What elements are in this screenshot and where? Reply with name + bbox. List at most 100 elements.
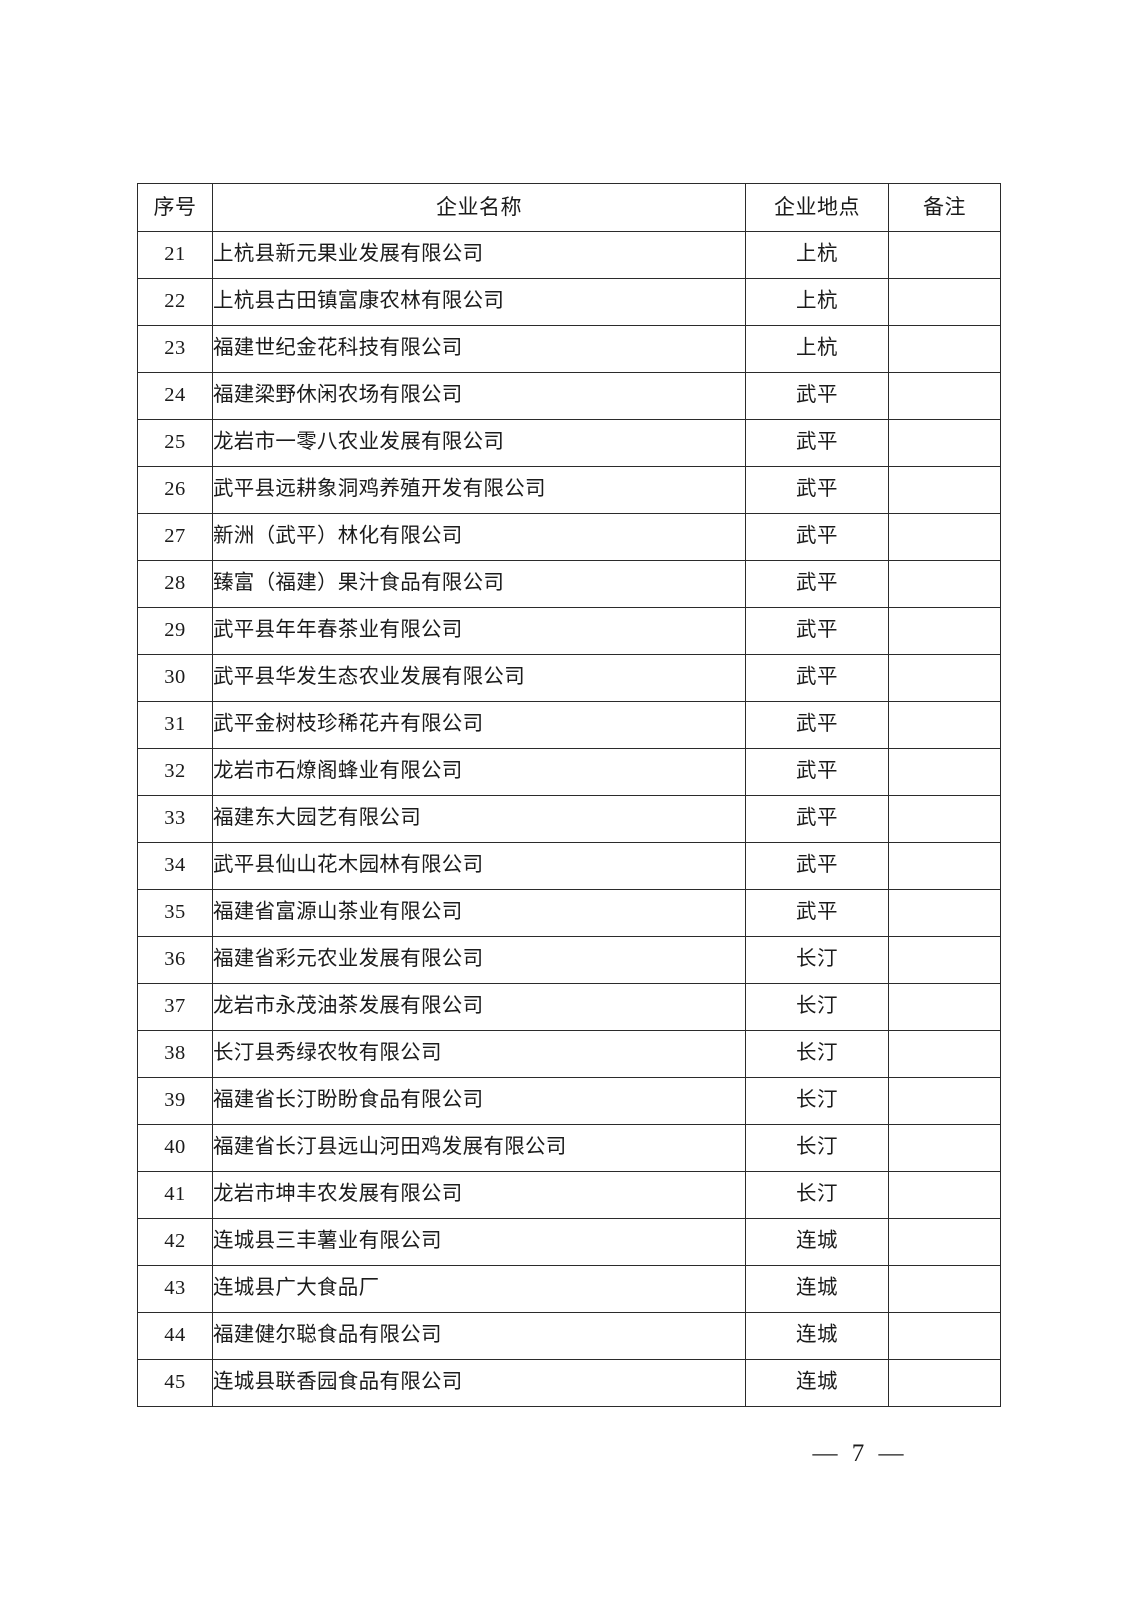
cell-company-location: 武平 (745, 889, 889, 937)
table-row: 27 新洲（武平）林化有限公司 武平 (137, 513, 1001, 561)
table-row: 21 上杭县新元果业发展有限公司 上杭 (137, 231, 1001, 279)
cell-company-location: 武平 (745, 372, 889, 420)
cell-remark (888, 607, 1001, 655)
cell-company-name: 福建东大园艺有限公司 (212, 795, 746, 843)
cell-remark (888, 1265, 1001, 1313)
cell-company-location: 上杭 (745, 231, 889, 279)
cell-remark (888, 1030, 1001, 1078)
cell-company-location: 武平 (745, 842, 889, 890)
cell-index: 43 (137, 1265, 213, 1313)
cell-index: 38 (137, 1030, 213, 1078)
company-list-table-container: 序号 企业名称 企业地点 备注 21 上杭县新元果业发展有限公司 上杭 22 上杭县古田… (137, 183, 1001, 1407)
cell-index: 41 (137, 1171, 213, 1219)
table-header: 序号 企业名称 企业地点 备注 (137, 183, 1001, 232)
cell-company-name: 福建世纪金花科技有限公司 (212, 325, 746, 373)
cell-company-name: 武平金树枝珍稀花卉有限公司 (212, 701, 746, 749)
cell-company-location: 武平 (745, 607, 889, 655)
cell-remark (888, 1218, 1001, 1266)
cell-company-name: 龙岩市坤丰农发展有限公司 (212, 1171, 746, 1219)
cell-company-location: 长汀 (745, 983, 889, 1031)
cell-company-name: 龙岩市石燎阁蜂业有限公司 (212, 748, 746, 796)
table-row: 29 武平县年年春茶业有限公司 武平 (137, 607, 1001, 655)
cell-company-location: 上杭 (745, 278, 889, 326)
cell-index: 40 (137, 1124, 213, 1172)
cell-index: 37 (137, 983, 213, 1031)
cell-company-location: 上杭 (745, 325, 889, 373)
table-row: 30 武平县华发生态农业发展有限公司 武平 (137, 654, 1001, 702)
table-row: 43 连城县广大食品厂 连城 (137, 1265, 1001, 1313)
cell-index: 39 (137, 1077, 213, 1125)
cell-company-name: 连城县三丰薯业有限公司 (212, 1218, 746, 1266)
cell-index: 42 (137, 1218, 213, 1266)
cell-remark (888, 654, 1001, 702)
cell-company-location: 长汀 (745, 936, 889, 984)
cell-remark (888, 795, 1001, 843)
cell-remark (888, 1171, 1001, 1219)
cell-remark (888, 466, 1001, 514)
cell-remark (888, 1359, 1001, 1407)
cell-company-name: 连城县广大食品厂 (212, 1265, 746, 1313)
cell-remark (888, 1077, 1001, 1125)
table-row: 38 长汀县秀绿农牧有限公司 长汀 (137, 1030, 1001, 1078)
table-row: 40 福建省长汀县远山河田鸡发展有限公司 长汀 (137, 1124, 1001, 1172)
table-row: 41 龙岩市坤丰农发展有限公司 长汀 (137, 1171, 1001, 1219)
cell-remark (888, 372, 1001, 420)
cell-index: 21 (137, 231, 213, 279)
cell-company-name: 武平县华发生态农业发展有限公司 (212, 654, 746, 702)
cell-index: 28 (137, 560, 213, 608)
cell-remark (888, 1124, 1001, 1172)
cell-remark (888, 231, 1001, 279)
cell-remark (888, 748, 1001, 796)
table-row: 32 龙岩市石燎阁蜂业有限公司 武平 (137, 748, 1001, 796)
cell-index: 22 (137, 278, 213, 326)
cell-index: 32 (137, 748, 213, 796)
table-row: 24 福建梁野休闲农场有限公司 武平 (137, 372, 1001, 420)
cell-company-location: 武平 (745, 466, 889, 514)
cell-company-name: 武平县仙山花木园林有限公司 (212, 842, 746, 890)
table-row: 44 福建健尔聪食品有限公司 连城 (137, 1312, 1001, 1360)
cell-company-name: 武平县年年春茶业有限公司 (212, 607, 746, 655)
column-header-remark: 备注 (888, 183, 1001, 232)
cell-index: 25 (137, 419, 213, 467)
cell-company-location: 连城 (745, 1359, 889, 1407)
cell-company-location: 武平 (745, 513, 889, 561)
table-row: 36 福建省彩元农业发展有限公司 长汀 (137, 936, 1001, 984)
cell-company-location: 武平 (745, 560, 889, 608)
cell-company-name: 福建健尔聪食品有限公司 (212, 1312, 746, 1360)
cell-index: 36 (137, 936, 213, 984)
cell-company-location: 长汀 (745, 1077, 889, 1125)
cell-company-location: 武平 (745, 701, 889, 749)
cell-index: 34 (137, 842, 213, 890)
cell-company-location: 长汀 (745, 1124, 889, 1172)
cell-remark (888, 889, 1001, 937)
cell-company-name: 长汀县秀绿农牧有限公司 (212, 1030, 746, 1078)
table-row: 23 福建世纪金花科技有限公司 上杭 (137, 325, 1001, 373)
column-header-location: 企业地点 (745, 183, 889, 232)
cell-company-name: 福建省富源山茶业有限公司 (212, 889, 746, 937)
cell-remark (888, 936, 1001, 984)
cell-company-name: 上杭县古田镇富康农林有限公司 (212, 278, 746, 326)
table-row: 34 武平县仙山花木园林有限公司 武平 (137, 842, 1001, 890)
cell-index: 35 (137, 889, 213, 937)
cell-index: 23 (137, 325, 213, 373)
column-header-index: 序号 (137, 183, 213, 232)
cell-index: 27 (137, 513, 213, 561)
cell-index: 33 (137, 795, 213, 843)
cell-index: 31 (137, 701, 213, 749)
cell-company-location: 武平 (745, 748, 889, 796)
table-row: 22 上杭县古田镇富康农林有限公司 上杭 (137, 278, 1001, 326)
cell-remark (888, 513, 1001, 561)
cell-index: 26 (137, 466, 213, 514)
cell-company-name: 福建省长汀县远山河田鸡发展有限公司 (212, 1124, 746, 1172)
cell-index: 30 (137, 654, 213, 702)
cell-index: 29 (137, 607, 213, 655)
table-row: 25 龙岩市一零八农业发展有限公司 武平 (137, 419, 1001, 467)
cell-company-name: 连城县联香园食品有限公司 (212, 1359, 746, 1407)
cell-company-name: 福建省长汀盼盼食品有限公司 (212, 1077, 746, 1125)
table-row: 45 连城县联香园食品有限公司 连城 (137, 1359, 1001, 1407)
cell-company-name: 龙岩市永茂油茶发展有限公司 (212, 983, 746, 1031)
cell-company-name: 武平县远耕象洞鸡养殖开发有限公司 (212, 466, 746, 514)
table-row: 37 龙岩市永茂油茶发展有限公司 长汀 (137, 983, 1001, 1031)
cell-company-location: 连城 (745, 1312, 889, 1360)
table-body: 21 上杭县新元果业发展有限公司 上杭 22 上杭县古田镇富康农林有限公司 上杭 23 福建世… (137, 231, 1001, 1407)
